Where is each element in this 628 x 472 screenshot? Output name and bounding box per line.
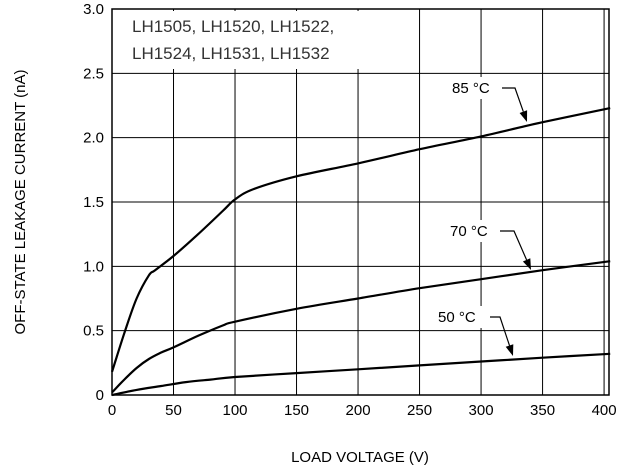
arrowhead	[505, 344, 514, 356]
y-tick-label: 1.5	[83, 194, 104, 211]
series-label-bg	[434, 306, 510, 328]
series-85c-line	[110, 107, 611, 373]
x-tick-labels: 0 50 100 150 200 250 300 350 400	[108, 402, 617, 419]
x-tick-label: 150	[284, 402, 309, 419]
series-labels: 85 °C 70 °C 50 °C	[434, 77, 531, 356]
series-70c-line	[111, 260, 611, 394]
series-label-70c: 70 °C	[450, 223, 488, 240]
y-tick-label: 0.5	[83, 323, 104, 340]
y-tick-label: 2.5	[83, 65, 104, 82]
leader-70c	[500, 230, 528, 261]
series-50c-line	[111, 352, 611, 397]
y-tick-label: 3.0	[83, 1, 104, 18]
x-tick-label: 200	[346, 402, 371, 419]
x-tick-label: 400	[592, 402, 617, 419]
annotation-box	[114, 11, 392, 69]
leader-50c	[490, 316, 511, 346]
y-tick-label: 0	[96, 387, 104, 404]
series-curves	[110, 107, 611, 397]
x-tick-label: 50	[165, 402, 182, 419]
x-tick-label: 100	[223, 402, 248, 419]
arrowhead	[519, 110, 528, 122]
x-tick-label: 350	[530, 402, 555, 419]
x-tick-label: 0	[108, 402, 116, 419]
plot-frame	[111, 8, 610, 396]
series-label-50c: 50 °C	[438, 309, 476, 326]
x-tick-label: 300	[469, 402, 494, 419]
leader-85c	[502, 87, 524, 112]
arrowhead	[522, 258, 531, 270]
y-axis-label: OFF-STATE LEAKAGE CURRENT (nA)	[12, 69, 29, 334]
annotation-line-2: LH1524, LH1531, LH1532	[132, 44, 330, 63]
y-tick-label: 2.0	[83, 130, 104, 147]
series-label-bg	[446, 220, 522, 242]
x-axis-label: LOAD VOLTAGE (V)	[291, 449, 429, 466]
y-tick-labels: 0 0.5 1.0 1.5 2.0 2.5 3.0	[83, 1, 104, 404]
x-tick-label: 250	[407, 402, 432, 419]
series-label-bg	[448, 77, 524, 99]
annotation-line-1: LH1505, LH1520, LH1522,	[132, 17, 334, 36]
series-label-85c: 85 °C	[452, 80, 490, 97]
y-tick-label: 1.0	[83, 258, 104, 275]
